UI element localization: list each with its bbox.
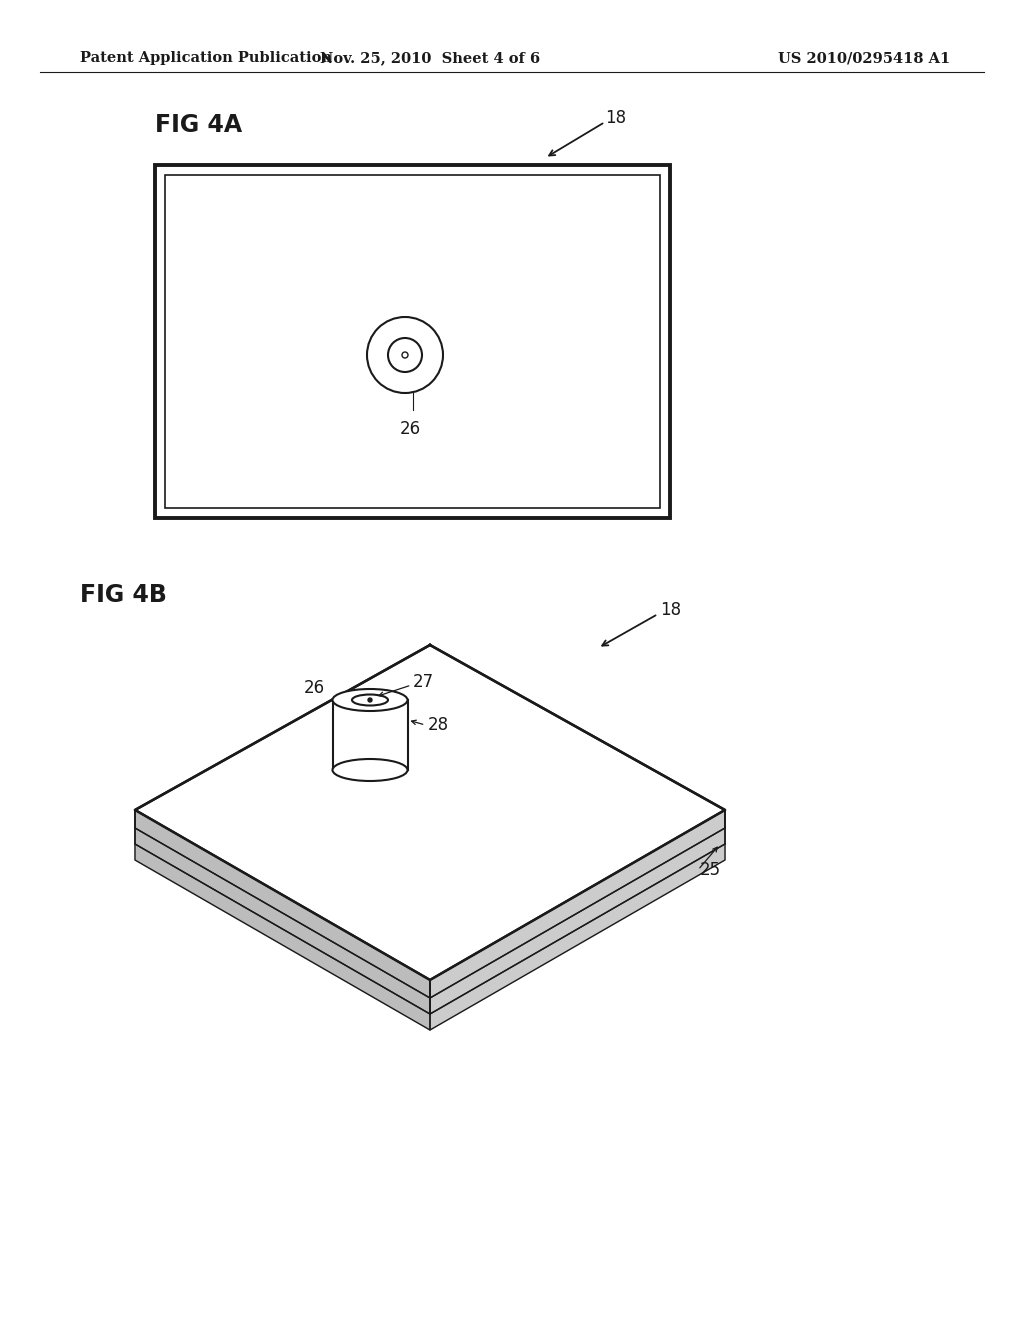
Text: 18: 18 <box>605 110 626 127</box>
Text: FIG 4A: FIG 4A <box>155 114 242 137</box>
Circle shape <box>402 352 408 358</box>
Text: Nov. 25, 2010  Sheet 4 of 6: Nov. 25, 2010 Sheet 4 of 6 <box>319 51 540 65</box>
Text: US 2010/0295418 A1: US 2010/0295418 A1 <box>778 51 950 65</box>
Polygon shape <box>430 810 725 1030</box>
Text: Patent Application Publication: Patent Application Publication <box>80 51 332 65</box>
Ellipse shape <box>352 694 388 705</box>
Circle shape <box>367 317 443 393</box>
Polygon shape <box>135 810 430 1014</box>
Polygon shape <box>135 810 430 1030</box>
Text: 18: 18 <box>660 601 681 619</box>
Bar <box>155 165 670 517</box>
Text: FIG 4B: FIG 4B <box>80 583 167 607</box>
Text: 26: 26 <box>303 678 325 697</box>
Text: 27: 27 <box>413 673 433 690</box>
Ellipse shape <box>333 759 408 781</box>
Text: 26: 26 <box>399 420 421 438</box>
Polygon shape <box>430 810 725 1014</box>
Circle shape <box>388 338 422 372</box>
Polygon shape <box>135 810 430 998</box>
Text: 28: 28 <box>427 715 449 734</box>
Bar <box>165 176 660 508</box>
Text: 25: 25 <box>700 861 721 879</box>
Polygon shape <box>430 810 725 998</box>
Circle shape <box>368 698 372 702</box>
Ellipse shape <box>333 689 408 711</box>
